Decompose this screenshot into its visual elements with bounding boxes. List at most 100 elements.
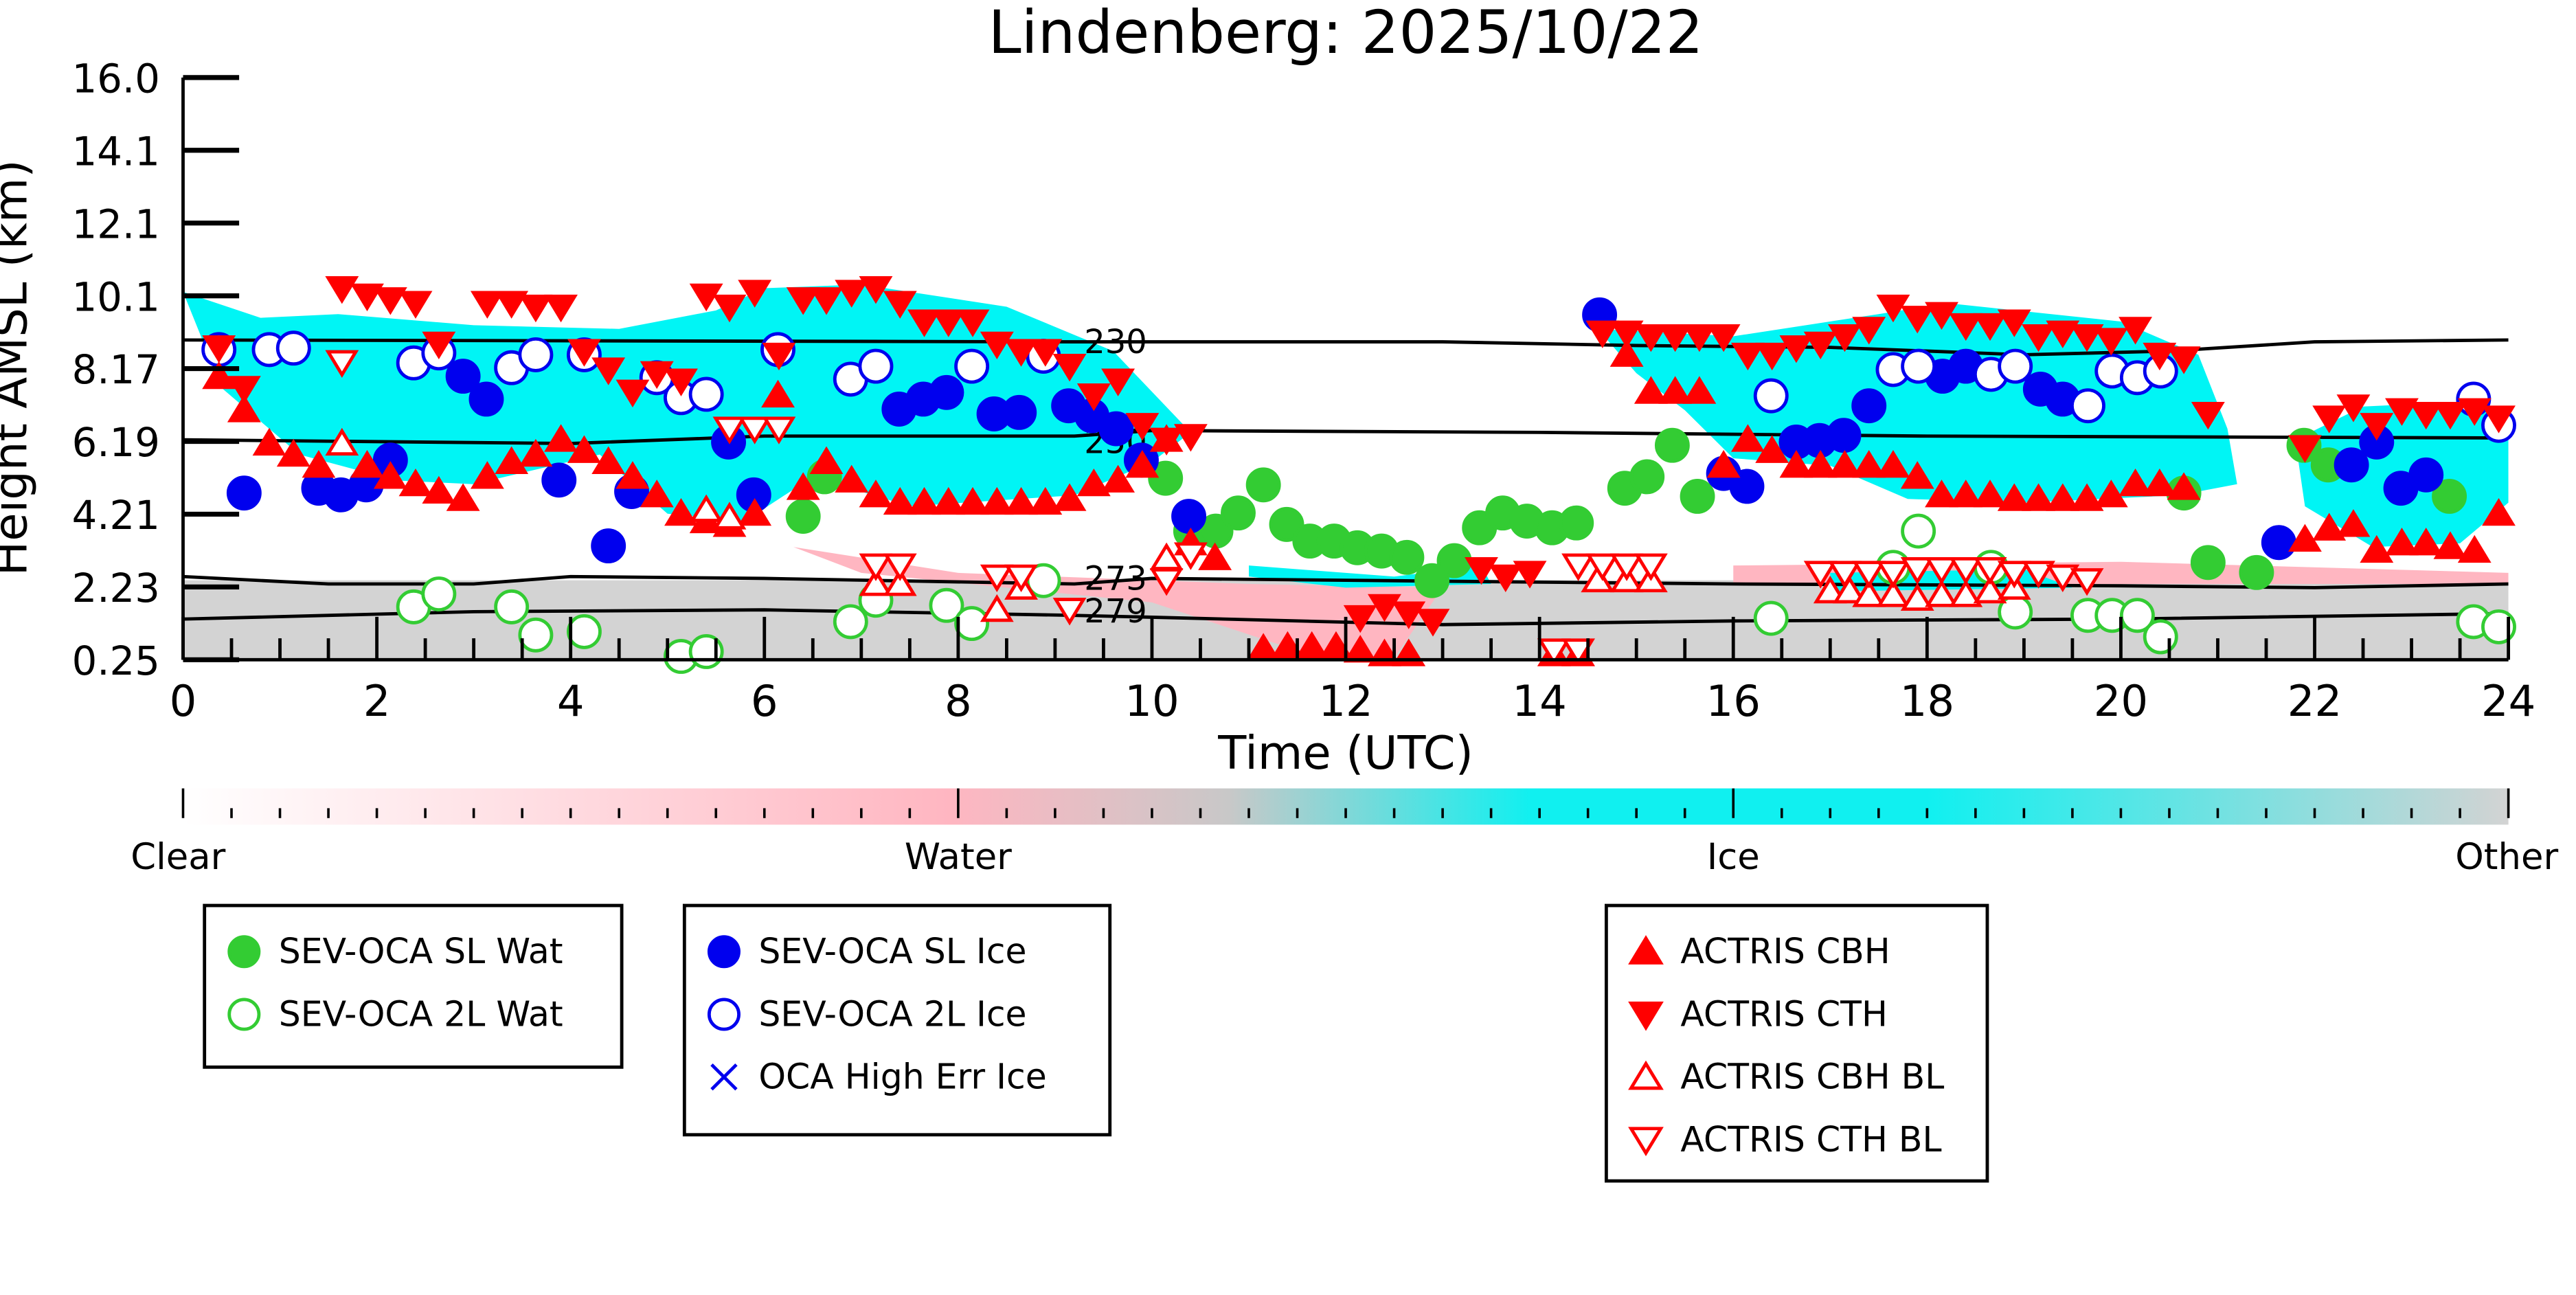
- data-point: [980, 331, 1014, 360]
- data-point: [2094, 328, 2128, 356]
- data-point: [1901, 348, 1936, 384]
- data-point: [2239, 554, 2274, 590]
- data-point: [1028, 339, 1063, 367]
- data-point: [1852, 317, 1886, 345]
- legend-item: ACTRIS CTH: [1628, 983, 1966, 1046]
- data-point: [1245, 467, 1281, 503]
- data-point: [1852, 579, 1886, 607]
- data-point: [762, 416, 796, 444]
- data-point: [1813, 575, 1847, 604]
- data-point: [1295, 631, 1329, 660]
- data-point: [2287, 523, 2322, 552]
- data-point: [1658, 324, 1693, 352]
- data-point: [252, 427, 286, 456]
- data-point: [1682, 376, 1717, 404]
- legend-item: ACTRIS CTH BL: [1628, 1108, 1966, 1171]
- data-point: [1634, 553, 1668, 581]
- data-point: [2481, 609, 2516, 644]
- data-point: [835, 280, 869, 308]
- data-point: [541, 462, 577, 498]
- x-tick-label: 20: [2094, 676, 2148, 726]
- data-point: [1753, 600, 1789, 636]
- data-point: [1634, 376, 1668, 404]
- data-point: [1173, 424, 1208, 452]
- legend-item: SEV-OCA 2L Ice: [706, 983, 1089, 1046]
- data-point: [227, 394, 261, 423]
- colorbar-label-other: Other: [2455, 836, 2558, 878]
- legend-label: OCA High Err Ice: [758, 1057, 1047, 1097]
- y-axis-label: Height AMSL (km): [0, 159, 37, 576]
- data-point: [929, 374, 964, 410]
- legend-label: SEV-OCA 2L Ice: [758, 994, 1027, 1035]
- data-point: [1925, 480, 1958, 508]
- legend-marker: [1628, 1060, 1664, 1090]
- data-point: [956, 486, 990, 515]
- data-point: [2433, 531, 2467, 559]
- data-point: [1537, 638, 1571, 666]
- data-point: [615, 461, 650, 489]
- data-point: [859, 276, 893, 304]
- data-point: [2167, 346, 2201, 374]
- data-point: [689, 283, 723, 312]
- y-tick-label: 6.19: [72, 420, 160, 466]
- data-point: [2070, 388, 2105, 424]
- data-point: [567, 435, 601, 463]
- y-tick-label: 4.21: [72, 493, 160, 539]
- data-point: [591, 446, 626, 474]
- data-point: [1101, 368, 1136, 396]
- data-point: [1076, 468, 1111, 497]
- y-tick-label: 10.1: [72, 274, 160, 320]
- data-point: [664, 368, 698, 396]
- data-point: [2261, 525, 2296, 561]
- legend-label: ACTRIS CBH: [1680, 932, 1890, 972]
- data-point: [1629, 459, 1665, 495]
- data-point: [954, 348, 990, 384]
- y-tick-label: 0.25: [72, 638, 160, 684]
- data-point: [2070, 568, 2104, 596]
- data-point: [325, 350, 359, 378]
- data-point: [276, 438, 310, 467]
- legend-marker: [1628, 1127, 1664, 1157]
- data-point: [1098, 411, 1134, 447]
- data-point: [2119, 598, 2155, 633]
- legend-label: SEV-OCA SL Ice: [758, 932, 1027, 972]
- data-point: [2046, 320, 2080, 348]
- data-point: [2022, 324, 2055, 352]
- data-point: [2046, 483, 2080, 511]
- data-point: [1004, 564, 1038, 593]
- data-point: [1004, 339, 1038, 367]
- data-point: [1658, 376, 1693, 404]
- contour-label: 230: [1084, 323, 1147, 361]
- colorbar-label-ice: Ice: [1707, 836, 1760, 878]
- data-point: [712, 416, 747, 444]
- data-point: [1609, 553, 1644, 581]
- data-point: [1680, 479, 1715, 514]
- data-point: [1900, 461, 1934, 489]
- data-point: [859, 568, 893, 596]
- legend-item: SEV-OCA SL Ice: [706, 921, 1089, 983]
- data-point: [1609, 320, 1644, 348]
- legend-marker: [707, 935, 741, 969]
- data-point: [2094, 480, 2128, 508]
- data-point: [738, 497, 772, 526]
- data-point: [2457, 534, 2492, 563]
- legend-item: SEV-OCA SL Wat: [226, 921, 600, 983]
- data-point: [738, 280, 772, 308]
- data-point: [302, 450, 336, 478]
- legend-item: ACTRIS CBH: [1628, 921, 1966, 983]
- data-point: [2312, 405, 2347, 433]
- data-point: [1998, 348, 2033, 384]
- data-point: [833, 604, 868, 640]
- data-point: [1270, 631, 1304, 660]
- circle-filled-icon: [707, 935, 741, 969]
- data-point: [1269, 506, 1304, 542]
- data-point: [2432, 479, 2467, 514]
- data-point: [1198, 542, 1232, 570]
- data-point: [470, 291, 504, 319]
- data-point: [738, 416, 772, 444]
- data-point: [1730, 424, 1765, 452]
- data-point: [1052, 483, 1087, 511]
- data-point: [1052, 354, 1087, 382]
- data-point: [1052, 598, 1087, 626]
